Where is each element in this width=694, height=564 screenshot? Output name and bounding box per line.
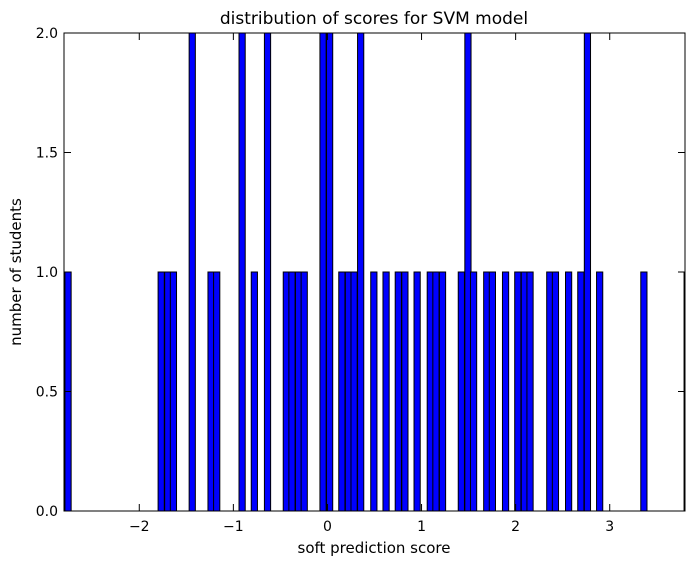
y-axis-label: number of students bbox=[7, 198, 25, 346]
x-tick-label-5: 3 bbox=[605, 519, 614, 535]
histogram-bar-26 bbox=[432, 271, 440, 512]
histogram-bar-24 bbox=[413, 271, 421, 512]
histogram-bar-43 bbox=[640, 271, 648, 512]
x-tick-label-3: 1 bbox=[417, 519, 426, 535]
histogram-bar-15 bbox=[326, 32, 334, 512]
histogram-bar-41 bbox=[583, 32, 592, 512]
histogram-bar-34 bbox=[514, 271, 522, 512]
histogram-bar-19 bbox=[357, 32, 365, 512]
histogram-bar-38 bbox=[551, 271, 560, 512]
histogram-bar-3 bbox=[169, 271, 178, 512]
x-tick-label-4: 2 bbox=[511, 519, 520, 535]
y-tick-label-3: 1.5 bbox=[36, 146, 58, 162]
y-tick-label-1: 0.5 bbox=[36, 385, 58, 401]
histogram-bar-4 bbox=[188, 32, 196, 512]
histogram-bar-33 bbox=[501, 271, 510, 512]
histogram-bar-40 bbox=[577, 271, 585, 512]
histogram-bar-39 bbox=[565, 271, 573, 512]
histogram-bar-36 bbox=[526, 271, 534, 512]
histogram-bar-1 bbox=[157, 271, 165, 512]
y-tick-label-2: 1.0 bbox=[36, 265, 58, 281]
histogram-bar-13 bbox=[300, 271, 308, 512]
x-tick-label-2: 0 bbox=[323, 519, 332, 535]
histogram-bar-14 bbox=[319, 32, 327, 512]
histogram-bar-9 bbox=[263, 32, 272, 512]
histogram-bar-21 bbox=[382, 271, 390, 512]
histogram-bar-16 bbox=[338, 271, 346, 512]
x-tick-label-0: −2 bbox=[129, 519, 150, 535]
histogram-bar-28 bbox=[457, 271, 465, 512]
histogram-bar-32 bbox=[488, 271, 497, 512]
histogram-bar-18 bbox=[350, 271, 358, 512]
histogram-bar-7 bbox=[238, 32, 246, 512]
chart-title: distribution of scores for SVM model bbox=[220, 9, 528, 29]
histogram-bar-27 bbox=[438, 271, 447, 512]
ticks-group: −2 −1 0 1 2 3 0.0 0.5 1.0 1.5 2.0 bbox=[36, 26, 685, 535]
histogram-bar-42 bbox=[596, 271, 604, 512]
histogram-bar-20 bbox=[370, 271, 378, 512]
histogram-bar-30 bbox=[469, 271, 478, 512]
histogram-bar-22 bbox=[394, 271, 402, 512]
x-axis-label: soft prediction score bbox=[298, 539, 451, 557]
histogram-bar-23 bbox=[401, 271, 409, 512]
y-tick-label-0: 0.0 bbox=[36, 504, 58, 520]
y-tick-label-4: 2.0 bbox=[36, 26, 58, 42]
histogram-bar-11 bbox=[288, 271, 296, 512]
histogram-bar-6 bbox=[213, 271, 221, 512]
histogram-bar-8 bbox=[250, 271, 258, 512]
x-tick-label-1: −1 bbox=[223, 519, 244, 535]
